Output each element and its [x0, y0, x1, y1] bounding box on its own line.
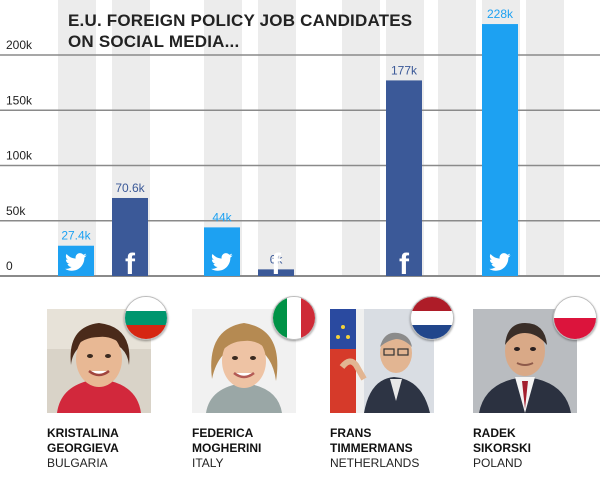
candidate-name: RADEK SIKORSKI: [473, 426, 532, 455]
y-tick-label: 0: [6, 259, 13, 273]
bar-chart: 050k100k150k200k27.4k70.6kf44k6kf177kf22…: [0, 0, 600, 281]
bar-value-label: 27.4k: [61, 229, 91, 243]
candidate-name: FEDERICA MOGHERINI: [192, 426, 262, 455]
background-stripe: [58, 0, 96, 276]
bar-value-label: 6k: [270, 252, 284, 266]
y-tick-label: 100k: [6, 149, 33, 163]
candidate-country: NETHERLANDS: [330, 456, 420, 470]
candidate-name: KRISTALINA GEORGIEVA: [47, 426, 119, 455]
facebook-bar: [258, 269, 294, 276]
facebook-bar: [112, 197, 148, 276]
italy-flag-icon: [272, 296, 316, 340]
background-stripe: [438, 0, 476, 276]
title-line-2: ON SOCIAL MEDIA...: [68, 32, 240, 51]
facebook-f-icon: f: [271, 248, 282, 281]
title-line-1: E.U. FOREIGN POLICY JOB CANDIDATES: [68, 11, 413, 30]
chart-title: E.U. FOREIGN POLICY JOB CANDIDATES ON SO…: [68, 10, 412, 52]
bar-value-label: 177k: [391, 63, 418, 77]
facebook-f-icon: f: [125, 248, 136, 281]
twitter-bar: [482, 24, 518, 277]
y-tick-label: 200k: [6, 38, 33, 52]
netherlands-flag-icon: [410, 296, 454, 340]
bar-value-label: 228k: [487, 7, 514, 21]
y-tick-label: 50k: [6, 204, 26, 218]
candidate-name: FRANS TIMMERMANS: [330, 426, 413, 455]
poland-flag-icon: [553, 296, 597, 340]
y-tick-label: 150k: [6, 93, 33, 107]
background-stripe: [258, 0, 296, 276]
twitter-bird-icon: [211, 253, 233, 271]
candidate-country: BULGARIA: [47, 456, 108, 470]
bar-value-label: 44k: [212, 210, 232, 224]
bar-value-label: 70.6k: [115, 181, 145, 195]
bulgaria-flag-icon: [124, 296, 168, 340]
facebook-f-icon: f: [399, 248, 410, 281]
candidate-country: ITALY: [192, 456, 224, 470]
background-stripe: [342, 0, 380, 276]
candidate-country: POLAND: [473, 456, 523, 470]
timmermans-photo: [330, 309, 434, 413]
twitter-bird-icon: [489, 253, 511, 271]
twitter-bird-icon: [65, 253, 87, 271]
background-stripe: [526, 0, 564, 276]
facebook-bar: [386, 80, 422, 276]
